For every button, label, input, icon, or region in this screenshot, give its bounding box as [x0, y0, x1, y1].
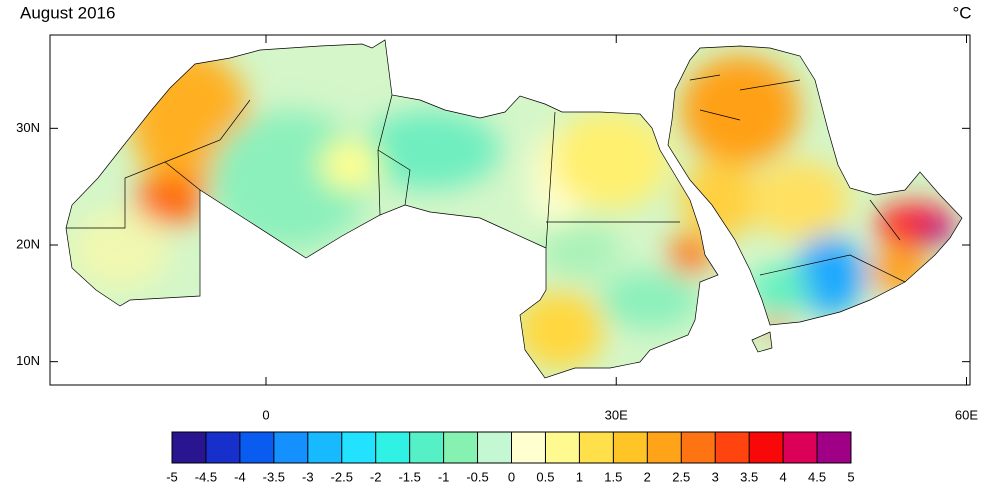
color-bin: [205, 432, 240, 463]
colorbar-tick-label: 1: [576, 469, 583, 484]
colorbar-tick-label: 2.5: [672, 469, 690, 484]
color-bin: [783, 432, 818, 463]
title: August 2016: [20, 3, 115, 22]
colorbar-tick-label: 5: [847, 469, 854, 484]
colorbar-tick-label: 0: [508, 469, 515, 484]
colorbar-tick-label: -1: [438, 469, 450, 484]
color-bin: [749, 432, 784, 463]
color-bin: [443, 432, 478, 463]
color-bin: [375, 432, 410, 463]
colorbar-tick-label: -2.5: [331, 469, 353, 484]
y-tick-label: 10N: [16, 353, 40, 368]
colorbar-tick-label: -5: [166, 469, 178, 484]
color-bin: [409, 432, 444, 463]
colorbar-tick-label: 4: [779, 469, 786, 484]
unit-label: °C: [952, 3, 971, 22]
colorbar-tick-label: -3.5: [263, 469, 285, 484]
color-bin: [647, 432, 682, 463]
colorbar-tick-label: 2: [644, 469, 651, 484]
color-bin: [273, 432, 308, 463]
colorbar-tick-label: 1.5: [604, 469, 622, 484]
country-borders: [65, 39, 963, 379]
x-tick-label: 30E: [605, 407, 628, 422]
color-bin: [341, 432, 376, 463]
color-bin: [545, 432, 580, 463]
colorbar-tick-label: 3.5: [740, 469, 758, 484]
color-bin: [477, 432, 512, 463]
colorbar-tick-label: -2: [370, 469, 382, 484]
color-bin: [239, 432, 274, 463]
colorbar-tick-label: -1.5: [398, 469, 420, 484]
x-tick-label: 60E: [955, 407, 978, 422]
color-bin: [681, 432, 716, 463]
y-tick-label: 30N: [16, 120, 40, 135]
colorbar-tick-label: 0.5: [536, 469, 554, 484]
color-bin: [511, 432, 546, 463]
color-bin: [613, 432, 648, 463]
colorbar-tick-label: -4: [234, 469, 246, 484]
colorbar-tick-label: -0.5: [466, 469, 488, 484]
colorbar-tick-label: 3: [712, 469, 719, 484]
color-bin: [172, 432, 206, 463]
x-tick-label: 0: [262, 407, 269, 422]
color-bin: [817, 432, 851, 463]
color-bin: [579, 432, 614, 463]
colorbar-tick-label: 4.5: [808, 469, 826, 484]
colorbar-tick-label: -3: [302, 469, 314, 484]
color-bin: [715, 432, 750, 463]
color-bin: [307, 432, 342, 463]
colorbar-tick-label: -4.5: [195, 469, 217, 484]
y-tick-label: 20N: [16, 236, 40, 251]
